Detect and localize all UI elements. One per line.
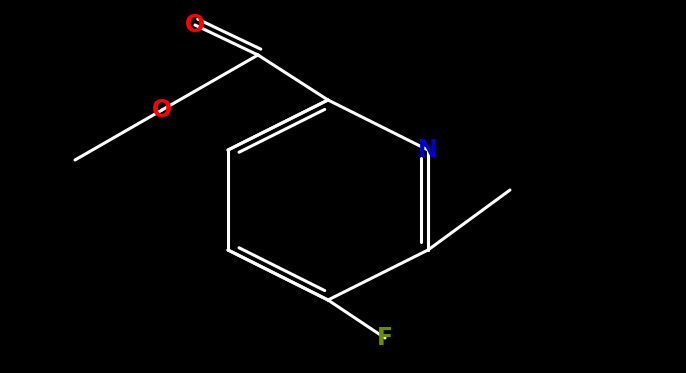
Text: O: O (185, 13, 205, 37)
Text: O: O (152, 98, 172, 122)
Text: F: F (377, 326, 393, 350)
Text: N: N (418, 138, 438, 162)
